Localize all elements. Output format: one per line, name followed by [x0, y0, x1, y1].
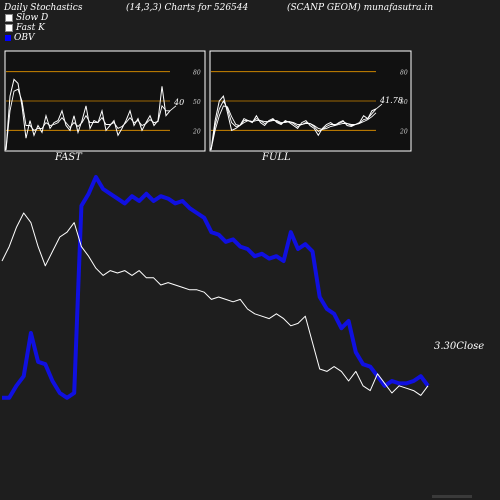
obv-close-plot: [1, 175, 430, 400]
legend-label: Slow D: [16, 13, 49, 23]
watermark-bar: [432, 495, 472, 498]
close-value-label: 3.30Close: [434, 341, 485, 352]
header-mid: (14,3,3) Charts for 526544: [126, 3, 249, 13]
legend-swatch-icon: [5, 14, 13, 22]
legend-swatch-icon: [5, 24, 13, 32]
panel-label-full: FULL: [262, 152, 291, 163]
header-right: (SCANP GEOM) munafasutra.in: [287, 3, 434, 13]
full-k-line: [210, 95, 377, 151]
legend-slow-d: Slow D: [5, 13, 48, 23]
y-tick-label: 20: [399, 128, 408, 135]
last-value-pointer: [169, 105, 177, 112]
last-value-label: 41.78: [379, 96, 403, 105]
full-signal-line: [210, 105, 377, 151]
last-value-label: 40: [173, 98, 184, 107]
y-tick-label: 80: [193, 70, 201, 77]
legend-obv: OBV: [5, 33, 35, 43]
fast-panel-plot: 20 50 80 40: [5, 70, 201, 151]
y-tick-label: 20: [192, 128, 201, 135]
header-left: Daily Stochastics: [4, 3, 83, 13]
obv-line: [2, 175, 430, 400]
legend-swatch-icon: [5, 35, 11, 41]
legend-label: Fast K: [16, 23, 45, 33]
close-price-line: [1, 212, 429, 396]
y-tick-label: 50: [400, 99, 408, 106]
y-tick-label: 50: [193, 99, 201, 106]
fast-k-line: [5, 78, 171, 151]
legend-label: OBV: [14, 33, 35, 43]
slow-d-line: [5, 88, 170, 151]
full-panel-plot: 20 50 80 41.78: [210, 70, 408, 151]
last-value-pointer: [375, 103, 383, 110]
legend-fast-k: Fast K: [5, 23, 45, 33]
panel-label-fast: FAST: [55, 152, 82, 163]
y-tick-label: 80: [400, 70, 408, 77]
